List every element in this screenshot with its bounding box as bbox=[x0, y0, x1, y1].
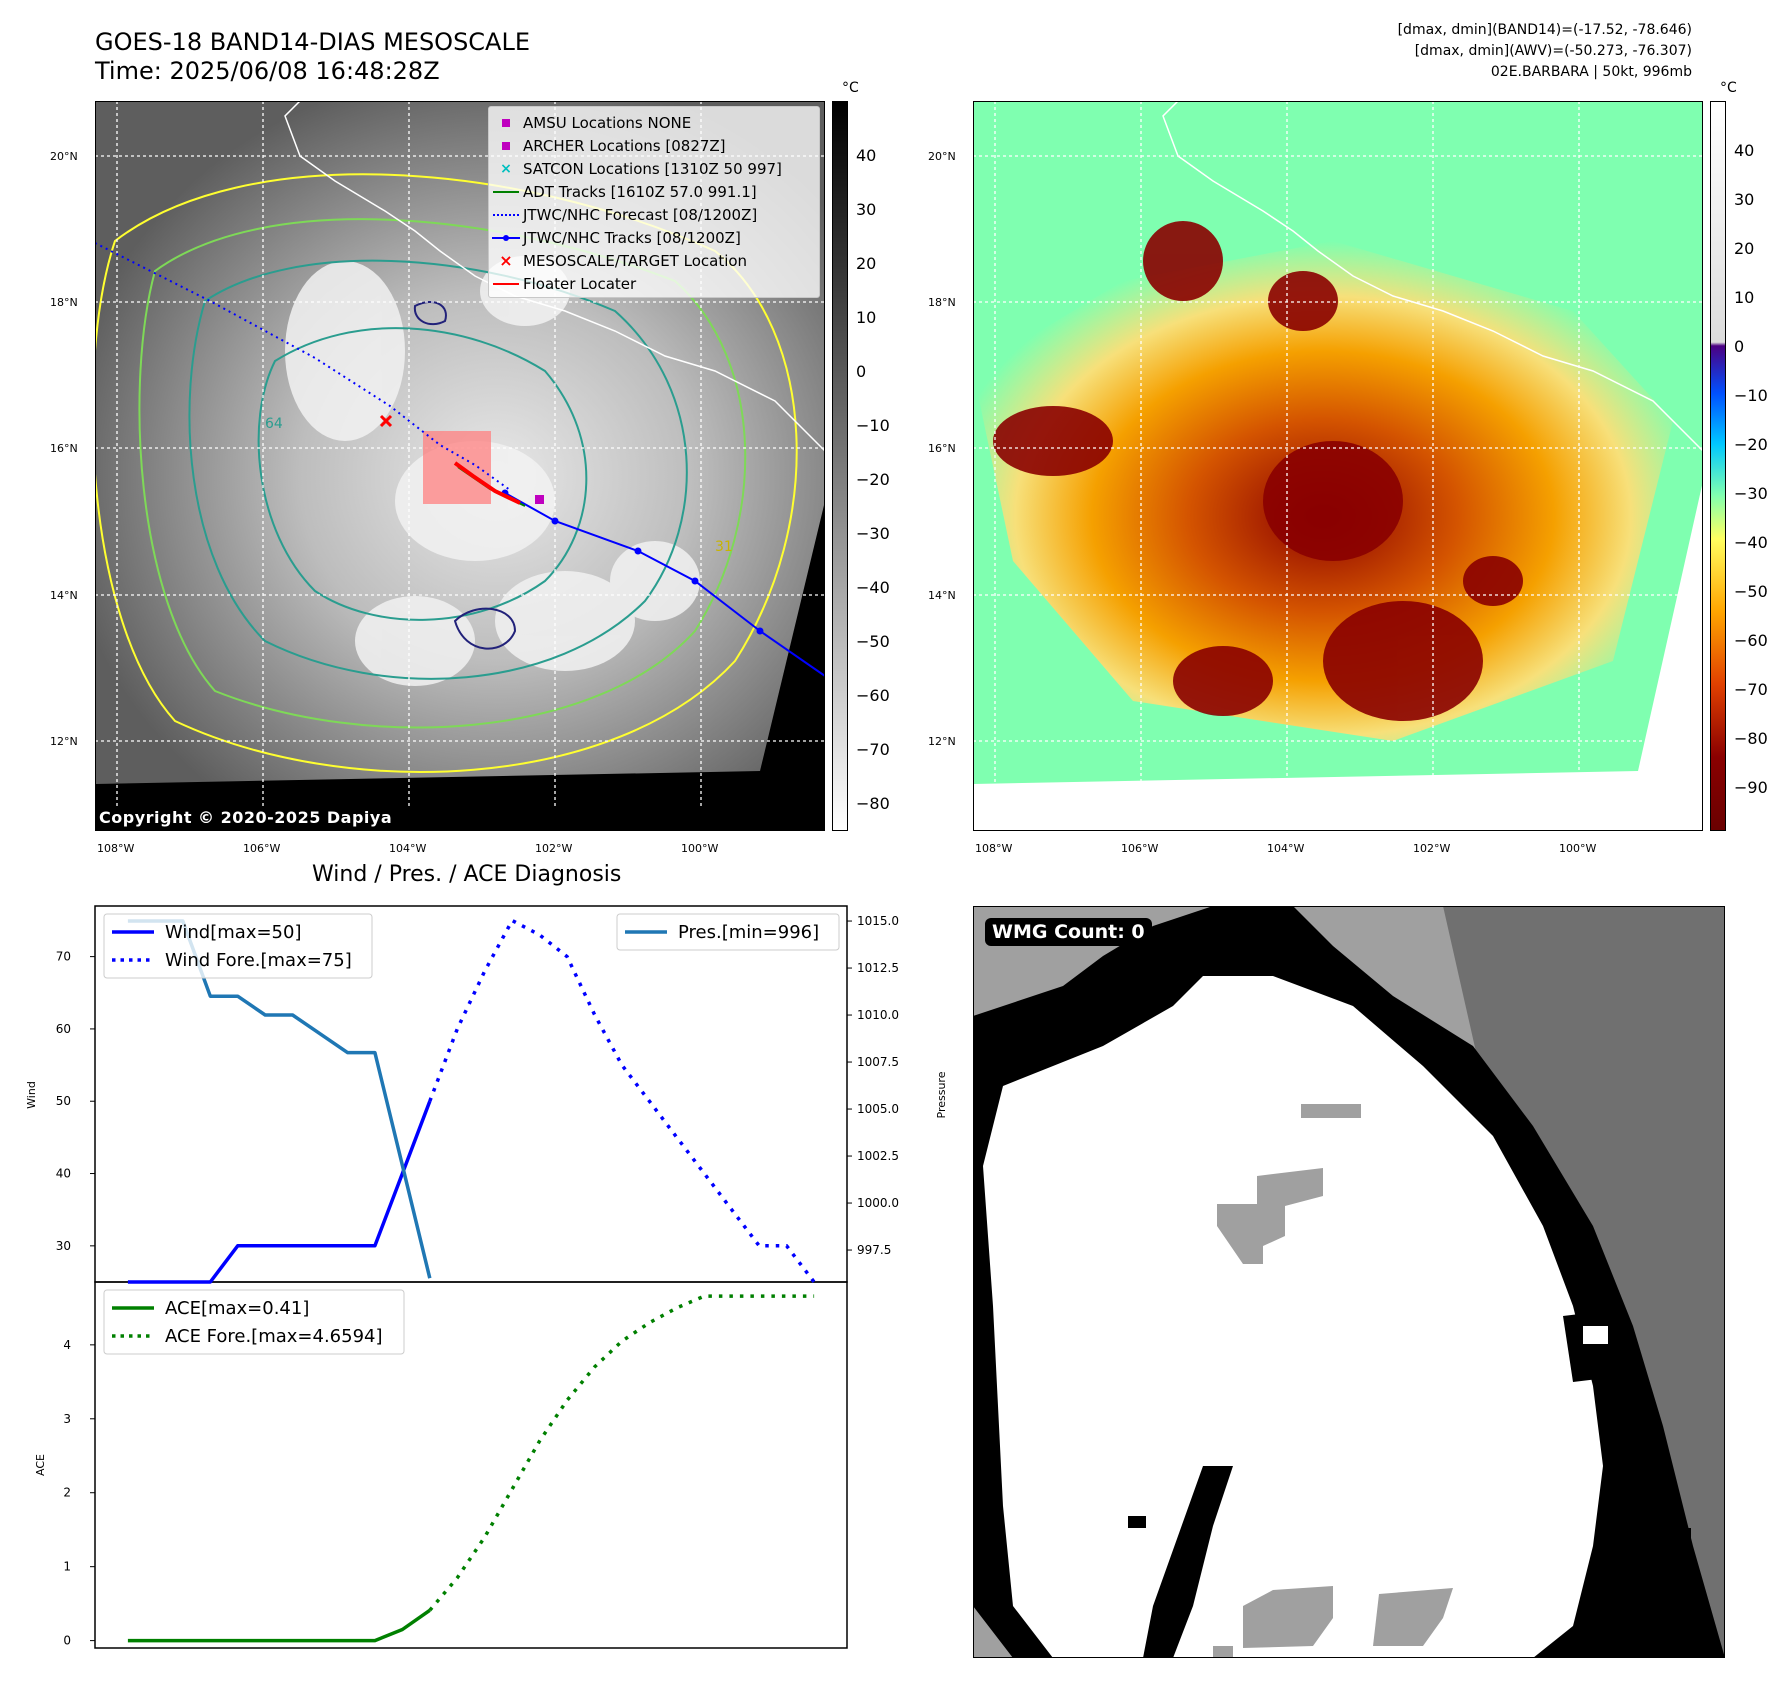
square-marker-icon bbox=[489, 112, 523, 134]
colorbar-gray-unit: °C bbox=[842, 80, 859, 96]
copyright-text: Copyright © 2020-2025 Dapiya bbox=[99, 808, 393, 827]
lon-tick-102w: 102°W bbox=[535, 842, 573, 855]
legend-wind-fore: Wind Fore.[max=75] bbox=[165, 950, 352, 971]
info-awv-range: [dmax, dmin](AWV)=(-50.273, -76.307) bbox=[1414, 43, 1692, 59]
lat-tick-12n: 12°N bbox=[50, 735, 78, 748]
colorbar-color bbox=[1710, 101, 1726, 831]
pressure-tick-label: 1005.0 bbox=[857, 1102, 899, 1116]
legend-ace-fore: ACE Fore.[max=4.6594] bbox=[165, 1326, 383, 1347]
ir-color-map bbox=[973, 100, 1704, 831]
diagnosis-chart: 70605040301015.01012.51010.01007.51005.0… bbox=[25, 905, 948, 1649]
series-line-2-0 bbox=[127, 1608, 431, 1643]
series-line-2-1 bbox=[428, 1294, 815, 1612]
wind-tick-label: 30 bbox=[56, 1239, 71, 1253]
pressure-tick-label: 1012.5 bbox=[857, 961, 899, 975]
lon-tick-102w-right: 102°W bbox=[1413, 842, 1451, 855]
wind-tick-label: 40 bbox=[56, 1167, 71, 1181]
x-marker-icon: × bbox=[500, 160, 512, 177]
lon-tick-100w-right: 100°W bbox=[1559, 842, 1597, 855]
legend-pres: Pres.[min=996] bbox=[678, 922, 819, 943]
lat-tick-16n-right: 16°N bbox=[928, 442, 956, 455]
legend-wind: Wind[max=50] bbox=[165, 922, 302, 943]
lat-tick-20n-right: 20°N bbox=[928, 150, 956, 163]
lat-tick-18n-right: 18°N bbox=[928, 296, 956, 309]
wmg-panel-frame bbox=[973, 906, 1725, 1658]
colorbar-gray-ticks: 40 30 20 10 0 −10 −20 −30 −40 −50 −60 −7… bbox=[856, 146, 890, 813]
lon-tick-106w-right: 106°W bbox=[1121, 842, 1159, 855]
legend-item-archer: ARCHER Locations [0827Z] bbox=[489, 134, 819, 157]
diagnosis-title: Wind / Pres. / ACE Diagnosis bbox=[312, 862, 622, 887]
legend-item-satcon: × SATCON Locations [1310Z 50 997] bbox=[489, 157, 819, 180]
contour-label-64: 64 bbox=[265, 416, 283, 432]
lon-tick-100w: 100°W bbox=[681, 842, 719, 855]
ace-tick-label: 4 bbox=[63, 1338, 71, 1352]
pressure-tick-label: 1000.0 bbox=[857, 1196, 899, 1210]
legend-item-forecast: JTWC/NHC Forecast [08/1200Z] bbox=[489, 203, 819, 226]
info-storm-summary: 02E.BARBARA | 50kt, 996mb bbox=[1490, 64, 1692, 80]
contour-label-31: 31 bbox=[715, 539, 733, 555]
legend-item-tracks: JTWC/NHC Tracks [08/1200Z] bbox=[489, 226, 819, 249]
series-line-0-1 bbox=[428, 918, 816, 1284]
colorbar-gray bbox=[832, 101, 848, 831]
legend-item-adt: ADT Tracks [1610Z 57.0 991.1] bbox=[489, 180, 819, 203]
wmg-panel: WMG Count: 0 bbox=[973, 906, 1725, 1658]
lat-tick-14n-right: 14°N bbox=[928, 589, 956, 602]
ace-axis-label: ACE bbox=[34, 1454, 47, 1476]
ace-axes-frame bbox=[94, 1281, 848, 1649]
info-band14-range: [dmax, dmin](BAND14)=(-17.52, -78.646) bbox=[1397, 22, 1692, 38]
lon-tick-108w: 108°W bbox=[97, 842, 135, 855]
lon-tick-108w-right: 108°W bbox=[975, 842, 1013, 855]
ir-grayscale-map: 64 31 bbox=[91, 100, 826, 831]
legend-item-amsu: AMSU Locations NONE bbox=[489, 111, 819, 134]
wind-tick-label: 60 bbox=[56, 1022, 71, 1036]
colorbar-color-unit: °C bbox=[1720, 80, 1737, 96]
lat-tick-18n: 18°N bbox=[50, 296, 78, 309]
pressure-tick-label: 1007.5 bbox=[857, 1055, 899, 1069]
wind-tick-label: 50 bbox=[56, 1094, 71, 1108]
pressure-tick-label: 1015.0 bbox=[857, 914, 899, 928]
solid-line-icon bbox=[489, 181, 523, 203]
legend-item-target: × MESOSCALE/TARGET Location bbox=[489, 249, 819, 272]
ir-map-frame bbox=[95, 101, 825, 831]
ace-tick-label: 1 bbox=[63, 1560, 71, 1574]
ace-tick-label: 0 bbox=[63, 1634, 71, 1648]
square-marker-icon bbox=[489, 135, 523, 157]
line-dot-icon bbox=[489, 227, 523, 249]
ace-legend: ACE[max=0.41] ACE Fore.[max=4.6594] bbox=[103, 1289, 405, 1355]
pressure-axis-label: Pressure bbox=[935, 1071, 948, 1118]
solid-line-icon bbox=[489, 273, 523, 295]
wind-legend: Wind[max=50] Wind Fore.[max=75] bbox=[103, 913, 373, 979]
pressure-tick-label: 1002.5 bbox=[857, 1149, 899, 1163]
lat-tick-12n-right: 12°N bbox=[928, 735, 956, 748]
pressure-tick-label: 997.5 bbox=[857, 1243, 891, 1257]
lat-tick-16n: 16°N bbox=[50, 442, 78, 455]
legend-ace: ACE[max=0.41] bbox=[165, 1298, 309, 1319]
ace-tick-label: 2 bbox=[63, 1486, 71, 1500]
wind-axis-label: Wind bbox=[25, 1081, 38, 1109]
figure-title-line1: GOES-18 BAND14-DIAS MESOSCALE bbox=[95, 28, 531, 56]
lon-tick-104w: 104°W bbox=[389, 842, 427, 855]
x-marker-icon: × bbox=[499, 251, 513, 270]
map-legend: AMSU Locations NONE ARCHER Locations [08… bbox=[488, 106, 820, 298]
lon-tick-106w: 106°W bbox=[243, 842, 281, 855]
series-line-0-0 bbox=[127, 1100, 432, 1284]
dotted-line-icon bbox=[489, 204, 523, 226]
lon-tick-104w-right: 104°W bbox=[1267, 842, 1305, 855]
color-map-frame bbox=[973, 101, 1703, 831]
lat-tick-20n: 20°N bbox=[50, 150, 78, 163]
wind-tick-label: 70 bbox=[56, 950, 71, 964]
lat-tick-14n: 14°N bbox=[50, 589, 78, 602]
pressure-tick-label: 1010.0 bbox=[857, 1008, 899, 1022]
wmg-count-badge: WMG Count: 0 bbox=[985, 918, 1152, 946]
colorbar-color-ticks: 40 30 20 10 0 −10 −20 −30 −40 −50 −60 −7… bbox=[1734, 141, 1768, 797]
figure-title-line2: Time: 2025/06/08 16:48:28Z bbox=[95, 57, 440, 85]
ace-tick-label: 3 bbox=[63, 1412, 71, 1426]
legend-item-floater: Floater Locater bbox=[489, 272, 819, 295]
pressure-legend: Pres.[min=996] bbox=[616, 913, 840, 951]
